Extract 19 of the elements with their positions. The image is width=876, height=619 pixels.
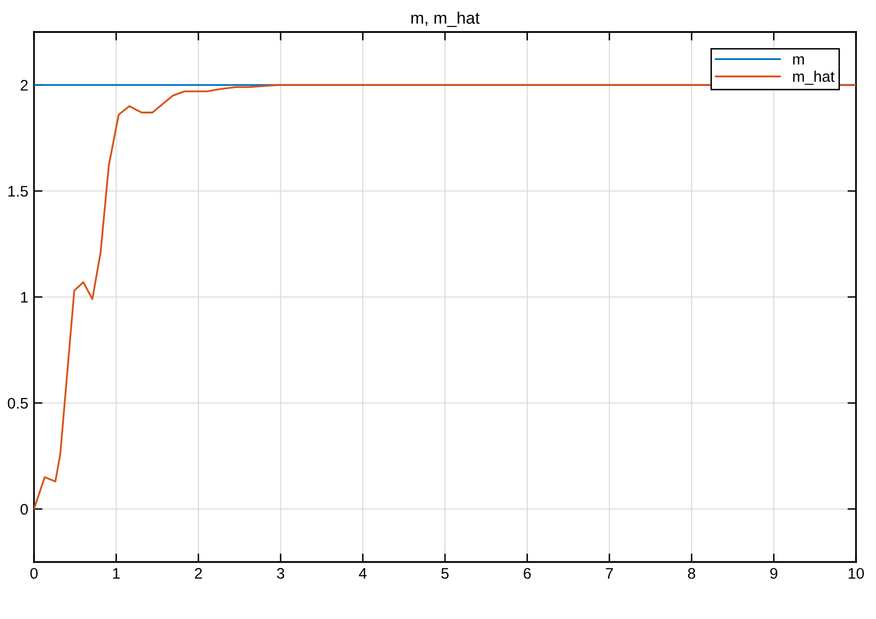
x-tick-label: 7 <box>606 568 613 579</box>
y-tick-label: 1.5 <box>8 186 28 197</box>
x-tick-label: 9 <box>770 568 778 579</box>
x-tick-label: 8 <box>688 568 696 579</box>
x-tick-label: 4 <box>358 568 367 579</box>
x-tick-label: 5 <box>441 568 449 579</box>
x-tick-label: 10 <box>848 568 864 579</box>
legend-label: m_hat <box>793 70 834 85</box>
y-tick-label: 0 <box>20 504 28 515</box>
x-tick-label: 6 <box>524 568 531 579</box>
x-tick-label: 1 <box>113 568 120 579</box>
x-tick-label: 0 <box>30 568 38 579</box>
y-tick-label: 0.5 <box>8 398 28 409</box>
y-tick-label: 2 <box>20 80 28 91</box>
legend-label: m <box>793 56 804 64</box>
x-tick-label: 2 <box>194 568 202 579</box>
y-tick-label: 1 <box>21 292 28 303</box>
x-tick-label: 3 <box>276 568 284 579</box>
chart-title: m, m_hat <box>411 12 480 27</box>
